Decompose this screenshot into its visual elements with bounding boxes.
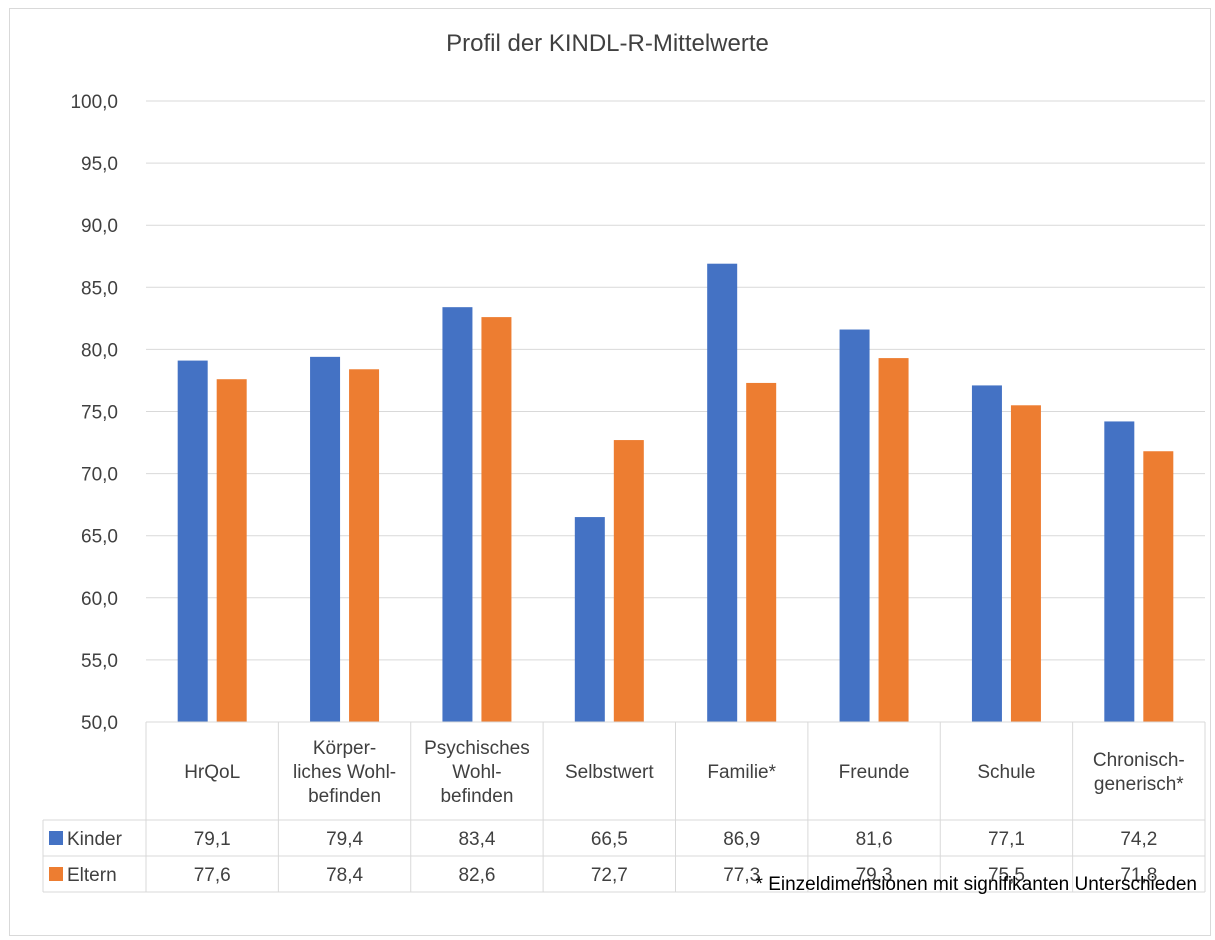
chart-title: Profil der KINDL-R-Mittelwerte [446,30,769,57]
y-tick-label: 75,0 [81,403,118,424]
chart-footnote: * Einzeldimensionen mit signifikanten Un… [755,874,1197,895]
legend-label-eltern: Eltern [67,865,117,886]
legend-key-eltern [49,867,63,881]
category-label: Familie* [707,762,776,783]
y-tick-label: 55,0 [81,651,118,672]
bar-eltern-5 [746,382,777,722]
data-label-eltern: 82,6 [458,865,495,886]
legend-label-kinder: Kinder [67,829,123,850]
bar-eltern-1 [216,379,247,722]
bar-kinder-6 [839,329,870,722]
bar-kinder-5 [707,263,738,722]
data-label-kinder: 81,6 [856,829,893,850]
bar-eltern-4 [613,440,644,722]
bar-kinder-1 [177,360,208,722]
data-label-kinder: 79,1 [194,829,231,850]
data-label-kinder: 79,4 [326,829,363,850]
bar-kinder-3 [442,307,473,722]
bar-eltern-3 [481,317,512,722]
y-tick-label: 70,0 [81,465,118,486]
bar-eltern-6 [878,358,909,722]
category-label: Schule [977,762,1035,783]
legend-key-kinder [49,831,63,845]
y-tick-label: 100,0 [70,92,118,113]
y-tick-label: 80,0 [81,340,118,361]
bar-eltern-2 [349,369,380,722]
data-label-eltern: 77,3 [723,865,760,886]
y-tick-label: 90,0 [81,216,118,237]
data-label-kinder: 77,1 [988,829,1025,850]
category-label: Körper-liches Wohl-befinden [293,738,396,807]
bar-kinder-7 [971,385,1002,722]
data-label-eltern: 78,4 [326,865,363,886]
data-label-kinder: 74,2 [1120,829,1157,850]
data-label-eltern: 79,3 [856,865,893,886]
category-label: Psychisches Wohl-befinden [424,738,530,807]
y-tick-label: 65,0 [81,527,118,548]
category-label: Chronisch-generisch* [1093,750,1185,795]
data-label-kinder: 86,9 [723,829,760,850]
y-tick-label: 95,0 [81,154,118,175]
data-label-eltern: 72,7 [591,865,628,886]
y-tick-label: 85,0 [81,278,118,299]
bar-kinder-8 [1104,421,1135,722]
category-label: Freunde [839,762,910,783]
data-label-eltern: 75,5 [988,865,1025,886]
data-label-eltern: 77,6 [194,865,231,886]
bar-eltern-7 [1010,405,1041,722]
category-label: HrQoL [184,762,240,783]
y-tick-label: 50,0 [81,713,118,734]
y-tick-label: 60,0 [81,589,118,610]
category-label: Selbstwert [565,762,654,783]
data-label-kinder: 83,4 [458,829,495,850]
bar-kinder-2 [310,356,341,722]
bar-kinder-4 [574,517,605,722]
bar-eltern-8 [1143,451,1174,722]
data-label-eltern: 71,8 [1120,865,1157,886]
data-label-kinder: 66,5 [591,829,628,850]
